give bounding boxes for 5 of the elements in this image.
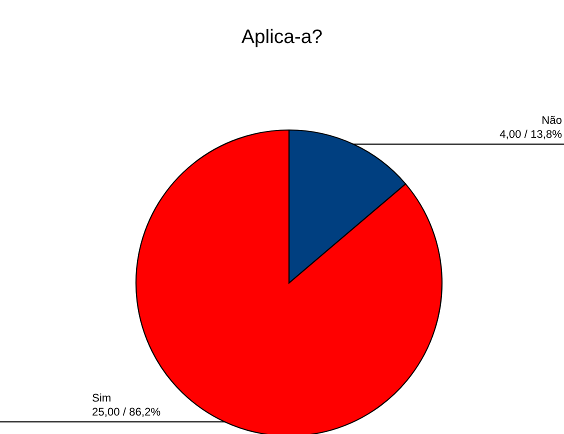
data-label: 4,00 / 13,8%: [500, 130, 562, 140]
data-label: 25,00 / 86,2%: [92, 408, 160, 417]
slice-label: Sim: [92, 394, 110, 402]
slice-label: Não: [542, 116, 562, 124]
chart-title: Aplica-a?: [242, 28, 322, 48]
